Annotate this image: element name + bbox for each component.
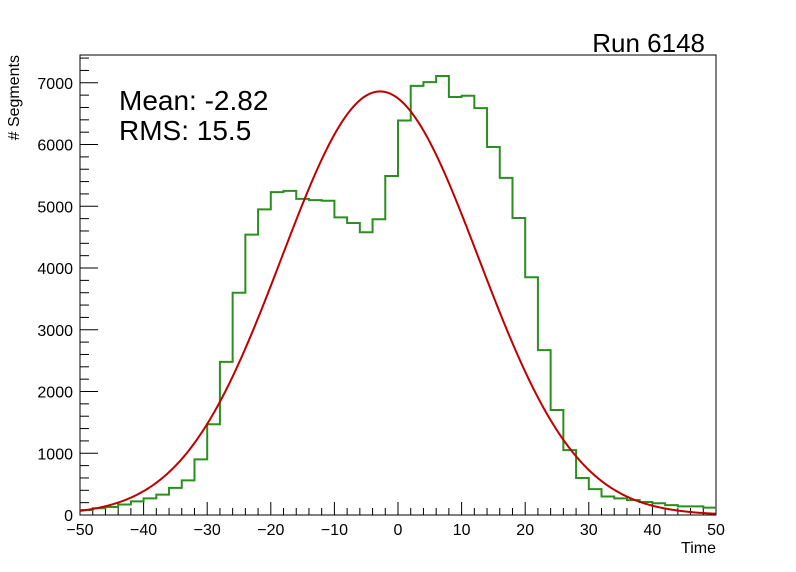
y-tick-label: 1000 <box>37 446 73 463</box>
x-tick-label: −50 <box>66 522 93 539</box>
histogram-series <box>80 74 716 512</box>
x-axis-title: Time <box>681 540 716 557</box>
x-tick-label: 10 <box>453 522 471 539</box>
y-tick-label: 6000 <box>37 138 73 155</box>
y-tick-label: 0 <box>64 508 73 525</box>
stats-rms: RMS: 15.5 <box>119 115 251 146</box>
tick-labels: −50 −40 −30 −20 −10 0 10 20 30 40 50 0 1000 2000 3000 4… <box>37 76 725 539</box>
x-tick-label: 30 <box>580 522 598 539</box>
stats-mean: Mean: -2.82 <box>119 85 268 116</box>
y-tick-label: 2000 <box>37 385 73 402</box>
x-tick-label: −10 <box>321 522 348 539</box>
y-axis-title: # Segments <box>6 55 23 140</box>
y-tick-label: 4000 <box>37 261 73 278</box>
y-tick-label: 3000 <box>37 323 73 340</box>
axis-ticks <box>79 57 717 516</box>
x-tick-label: 20 <box>516 522 534 539</box>
x-tick-label: 0 <box>394 522 403 539</box>
y-tick-label: 7000 <box>37 76 73 93</box>
gaussian-fit-curve <box>79 90 717 515</box>
y-tick-label: 5000 <box>37 199 73 216</box>
x-tick-label: −40 <box>130 522 157 539</box>
chart-title: Run 6148 <box>592 28 705 58</box>
x-tick-label: −30 <box>194 522 221 539</box>
x-tick-label: 50 <box>707 522 725 539</box>
x-tick-label: −20 <box>257 522 284 539</box>
x-tick-label: 40 <box>644 522 662 539</box>
